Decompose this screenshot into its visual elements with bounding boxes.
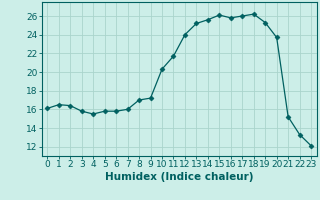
X-axis label: Humidex (Indice chaleur): Humidex (Indice chaleur) [105, 172, 253, 182]
